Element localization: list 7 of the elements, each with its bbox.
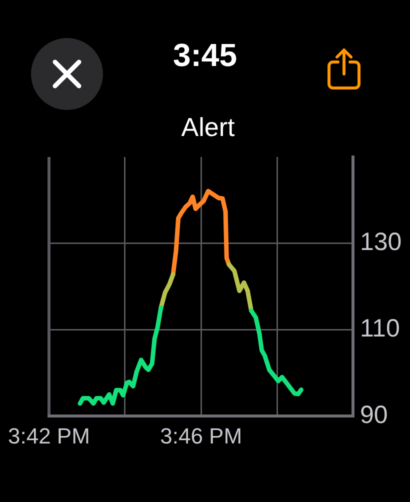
x-tick-label: 3:42 PM: [8, 423, 90, 448]
y-tick-label: 130: [360, 228, 402, 256]
x-tick-label: 3:46 PM: [160, 423, 242, 448]
y-tick-label: 90: [360, 400, 388, 429]
chart-title: Alert: [180, 111, 236, 143]
y-tick-label: 110: [360, 314, 400, 343]
text: 3:45: [172, 37, 238, 73]
